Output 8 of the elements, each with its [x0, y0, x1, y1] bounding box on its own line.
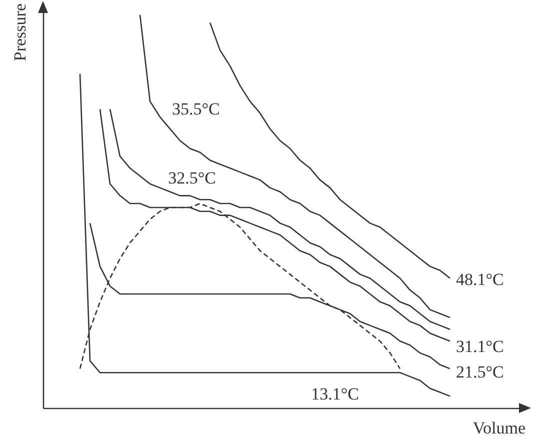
series-label: 48.1°C [456, 270, 504, 290]
x-axis-title: Volume [472, 418, 526, 438]
series-label: 35.5°C [172, 99, 220, 118]
y-axis-title: Pressure [10, 4, 30, 62]
series-label: 31.1°C [456, 337, 504, 356]
series-label: 32.5°C [168, 168, 216, 188]
series-label: 21.5°C [456, 362, 504, 382]
series-label: 13.1°C [311, 384, 359, 404]
